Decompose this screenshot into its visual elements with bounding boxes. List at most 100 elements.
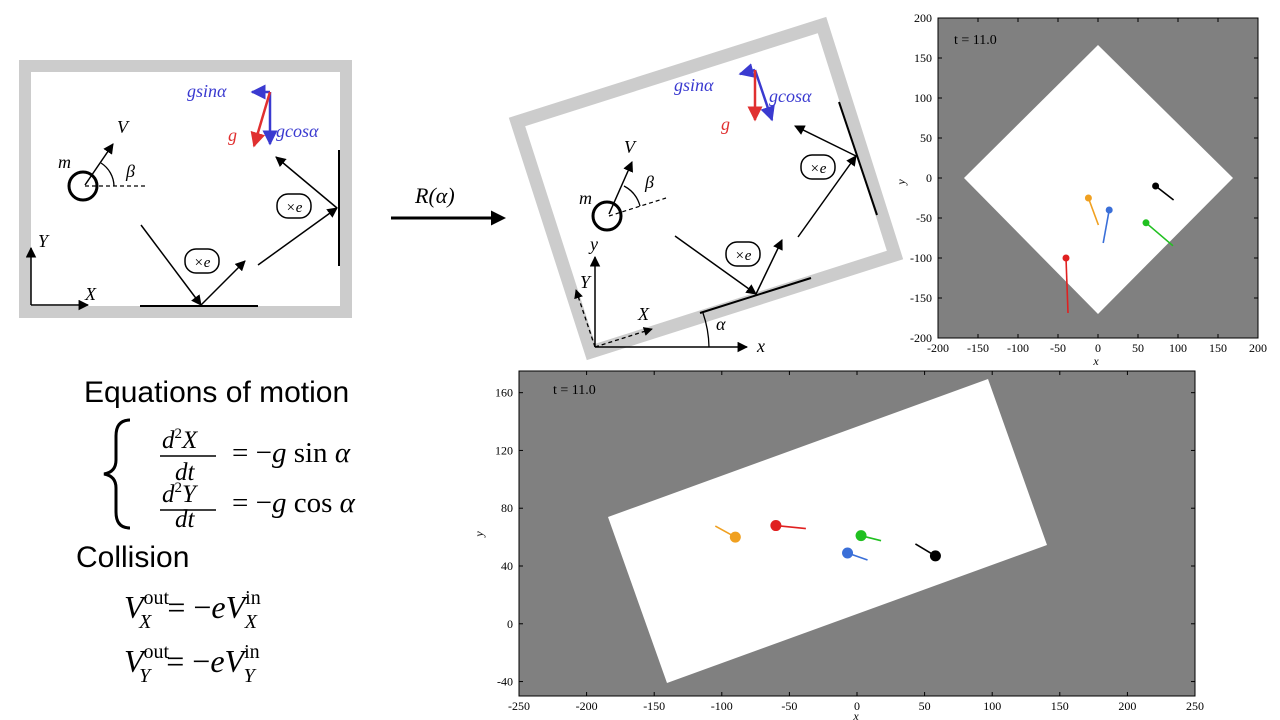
bounce-box-floor-right [725, 241, 761, 267]
eq1-numerator: d2X [162, 426, 199, 454]
sim-bottom-ylabel: y [472, 531, 486, 538]
sim-top-trail-green [1145, 222, 1174, 247]
eq2-rhs: = −g cos α [232, 487, 356, 519]
velocity-label: V [117, 117, 130, 137]
sim-top-xtick-label: -200 [927, 341, 949, 355]
sim-bottom-ytick-label: -40 [497, 675, 513, 689]
bounce-label-floor: ×e [194, 255, 211, 271]
sim-top-xtick-label: -100 [1007, 341, 1029, 355]
angle-label: β [125, 161, 135, 181]
sim-top-particle-orange [1084, 194, 1092, 202]
bounce-label-wall: ×e [286, 200, 303, 216]
gsin-arrow-right [738, 63, 756, 78]
sim-top-particle-green [1142, 219, 1150, 227]
mass-circle-right [591, 200, 623, 232]
sim-top-ytick-label: 0 [926, 171, 932, 185]
sim-bottom-particle-blue [842, 547, 854, 559]
sim-bottom-xtick-label: 150 [1051, 699, 1069, 713]
collision-title: Collision [76, 541, 189, 574]
sim-bottom-particle-black [929, 550, 941, 562]
sim-top-xtick-label: -50 [1050, 341, 1066, 355]
collision-eq-x: Vout X = −eVin X [124, 587, 261, 633]
sim-top-trail-red [1065, 257, 1069, 314]
sim-bottom-xtick-label: -50 [781, 699, 797, 713]
sim-top-marks [1062, 182, 1175, 314]
sim-top-ylabel: y [894, 179, 908, 186]
angle-arc-right [623, 185, 641, 207]
gsin-label: gsinα [187, 81, 227, 101]
g-arrow [250, 91, 272, 148]
bounce-box-wall [276, 193, 312, 219]
axis-x-label: X [84, 284, 97, 304]
sim-top-trail-orange [1087, 197, 1100, 226]
sim-bottom-xtick-label: -150 [643, 699, 665, 713]
eq1-rhs: = −g sin α [232, 437, 351, 469]
sim-top-time: t = 11.0 [954, 33, 997, 48]
bounce-label-floor-right: ×e [735, 248, 752, 264]
gcos-label: gcosα [276, 121, 319, 141]
left-frame [19, 60, 352, 318]
axis-y-label-right: y [588, 234, 598, 254]
velocity-label-right: V [624, 137, 637, 157]
incoming-floor-arrow-right [674, 235, 757, 295]
right-frame [508, 16, 904, 361]
gcos-label-right: gcosα [769, 86, 812, 106]
sim-bottom-particle-orange [729, 531, 741, 543]
right-wall-right [838, 101, 878, 216]
sim-top-plot: t = 11.0 -200 -150 -100 -50 0 50 100 150 200 200 1… [894, 11, 1267, 368]
right-diagram: Y X y x α ×e ×e m V β gsinα g gcosα [508, 16, 904, 361]
eq2-denominator: dt [175, 506, 196, 533]
outgoing-wall-arrow-right [794, 125, 857, 157]
left-diagram: m V β gsinα g gcosα ×e ×e Y X [19, 60, 352, 318]
sim-top-trail-black [1155, 185, 1175, 201]
sim-bottom-plot: t = 11.0 -250 -200 -150 -100 -50 0 50 100 150 200… [472, 370, 1204, 720]
dashed-Y-arrow [574, 289, 596, 348]
axis-x-label-right: x [756, 336, 765, 356]
sim-top-trail-blue [1102, 209, 1110, 244]
eq2-numerator: d2Y [162, 480, 199, 508]
sim-bottom-ytick-label: 80 [501, 501, 513, 515]
sim-bottom-particle-green [855, 530, 867, 542]
axis-y-label: Y [38, 231, 50, 251]
sim-top-ytick-label: -100 [910, 251, 932, 265]
sim-top-ytick-label: 100 [914, 91, 932, 105]
sim-bottom-xlabel: x [852, 709, 859, 720]
sim-top-particle-blue [1105, 206, 1113, 214]
sim-bottom-ytick-label: 40 [501, 559, 513, 573]
sim-top-ytick-label: 200 [914, 11, 932, 25]
sim-top-ytick-label: -200 [910, 331, 932, 345]
mass-circle [67, 170, 99, 202]
sim-top-ytick-label: 50 [920, 131, 932, 145]
sim-bottom-xtick-label: 250 [1186, 699, 1204, 713]
sim-bottom-ytick-label: 120 [495, 443, 513, 457]
angle-label-right: β [644, 172, 654, 192]
dashed-X-arrow [594, 327, 653, 348]
floor-wall-right [699, 277, 812, 314]
velocity-arrow-right [608, 161, 633, 215]
sim-top-xtick-label: 200 [1249, 341, 1267, 355]
sim-top-xtick-label: 150 [1209, 341, 1227, 355]
sim-bottom-xtick-label: 200 [1118, 699, 1136, 713]
sim-bottom-xtick-label: -100 [711, 699, 733, 713]
bounce-box-wall-right [800, 154, 836, 180]
axis-X-label-right: X [637, 304, 650, 324]
sim-bottom-ytick-label: 0 [507, 617, 513, 631]
mass-label: m [58, 152, 71, 172]
sim-top-xtick-label: 50 [1132, 341, 1144, 355]
collision-eq-y: Vout Y = −eVin Y [124, 641, 260, 687]
rotation-arrow-group: R(α) [391, 183, 506, 226]
sim-bottom-marks [714, 520, 941, 562]
incoming-wall-arrow-right [797, 155, 857, 238]
sim-top-box [964, 45, 1233, 314]
velocity-arrow [84, 143, 114, 186]
sim-bottom-time: t = 11.0 [553, 383, 596, 398]
equations-title: Equations of motion [84, 376, 349, 409]
sim-top-ytick-label: -150 [910, 291, 932, 305]
sim-top-xtick-label: 0 [1095, 341, 1101, 355]
sim-top-particle-red [1062, 254, 1070, 262]
sim-bottom-particle-red [770, 520, 782, 532]
incoming-wall-arrow [257, 207, 338, 266]
outgoing-floor-arrow [200, 260, 246, 306]
sim-bottom-ytick-label: 160 [495, 386, 513, 400]
mass-label-right: m [579, 188, 592, 208]
